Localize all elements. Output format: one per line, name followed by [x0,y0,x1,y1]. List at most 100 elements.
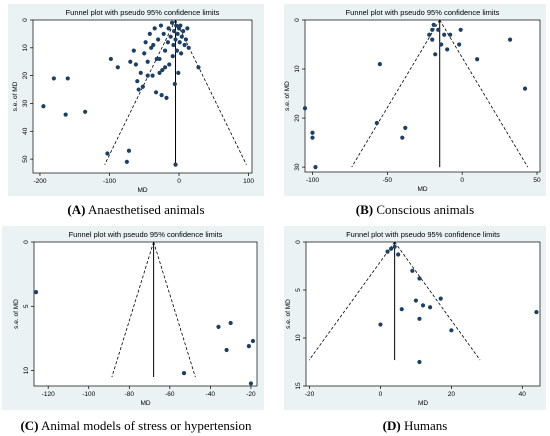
y-tick-label: 0 [294,18,301,22]
study-point [310,135,315,140]
study-point [154,56,159,62]
study-point [178,23,183,28]
plot-area [305,241,541,387]
study-point [83,109,88,114]
study-point [313,164,318,170]
study-point [135,79,140,84]
x-tick-label: -40 [206,391,216,398]
study-point [126,148,132,153]
study-point [173,37,178,42]
study-point [65,76,70,81]
study-point [196,65,201,70]
y-tick-label: 0 [22,18,29,22]
study-point [51,76,56,81]
panel-caption: (B) Conscious animals [356,202,474,217]
study-point [185,26,190,31]
study-point [147,31,152,37]
x-axis-label: MD [417,186,427,193]
study-point [417,276,422,281]
y-tick-label: 10 [23,367,30,375]
y-axis-label: s.e. of MD [284,81,291,111]
study-point [128,59,133,64]
study-point [417,316,422,321]
y-tick-label: 15 [295,382,302,390]
study-point [169,20,175,25]
study-point [445,47,450,52]
y-tick-label: 0 [23,240,30,244]
study-point [374,120,379,126]
x-tick-label: -200 [33,178,46,185]
study-point [507,37,513,42]
study-point [179,34,184,39]
study-point [124,159,129,164]
x-tick-label: -120 [42,391,55,398]
study-point [433,52,438,57]
y-tick-label: 40 [22,127,29,135]
study-point [171,42,176,48]
study-point [159,93,164,98]
study-point [310,130,315,135]
x-axis-label: MD [140,400,150,407]
study-point [216,324,221,329]
study-point [174,23,179,28]
funnel-panel-3: Funnel plot with pseudo 95% confidence l… [2,226,264,433]
caption-text: Conscious animals [373,202,474,217]
study-point [534,309,539,315]
caption-letter: (C) [20,418,38,433]
study-point [131,48,136,53]
study-point [302,106,308,111]
study-point [250,338,256,344]
study-point [427,305,433,310]
study-point [224,347,229,353]
study-point [165,40,170,45]
y-tick-label: 10 [295,334,302,342]
funnel-limit-right [153,241,196,378]
study-point [449,328,454,333]
y-tick-label: 20 [294,114,301,122]
y-tick-label: 20 [22,72,29,80]
y-tick-label: 10 [22,44,29,52]
y-tick-label: 30 [294,163,301,171]
study-point [145,73,150,78]
study-point [167,62,172,67]
study-point [431,22,436,28]
study-point [105,151,110,156]
study-point [439,42,444,47]
study-point [420,303,426,308]
study-point [158,23,164,28]
x-tick-label: 100 [243,178,254,185]
study-point [142,51,147,56]
y-tick-label: 50 [22,155,29,163]
study-point [172,81,177,87]
x-tick-label: -20 [305,391,315,398]
y-tick-label: 30 [22,99,29,107]
x-tick-label: 20 [448,391,456,398]
study-point [186,45,191,50]
y-tick-label: 5 [23,304,30,308]
study-point [475,57,480,62]
study-point [182,42,187,48]
funnel-limit-left [308,241,395,361]
funnel-panel-2: Funnel plot with pseudo 95% confidence l… [284,4,546,217]
caption-text: Animal models of stress or hypertension [39,418,253,433]
caption-text: Anaesthetised animals [85,202,204,217]
study-point [157,70,162,75]
x-tick-label: -100 [306,177,319,184]
study-point [136,87,141,92]
study-point [183,37,189,42]
study-point [133,62,138,67]
study-point [108,56,113,62]
funnel-limit-left [111,241,154,378]
study-point [392,244,397,249]
study-point [442,32,447,37]
x-tick-label: 40 [519,391,527,398]
study-point [228,320,233,326]
x-tick-label: -100 [82,391,95,398]
study-point [173,162,178,167]
caption-text: Humans [401,418,448,433]
study-point [399,307,404,312]
study-point [410,268,415,273]
y-axis-label: s.e. of MD [13,299,20,329]
study-point [522,86,528,91]
